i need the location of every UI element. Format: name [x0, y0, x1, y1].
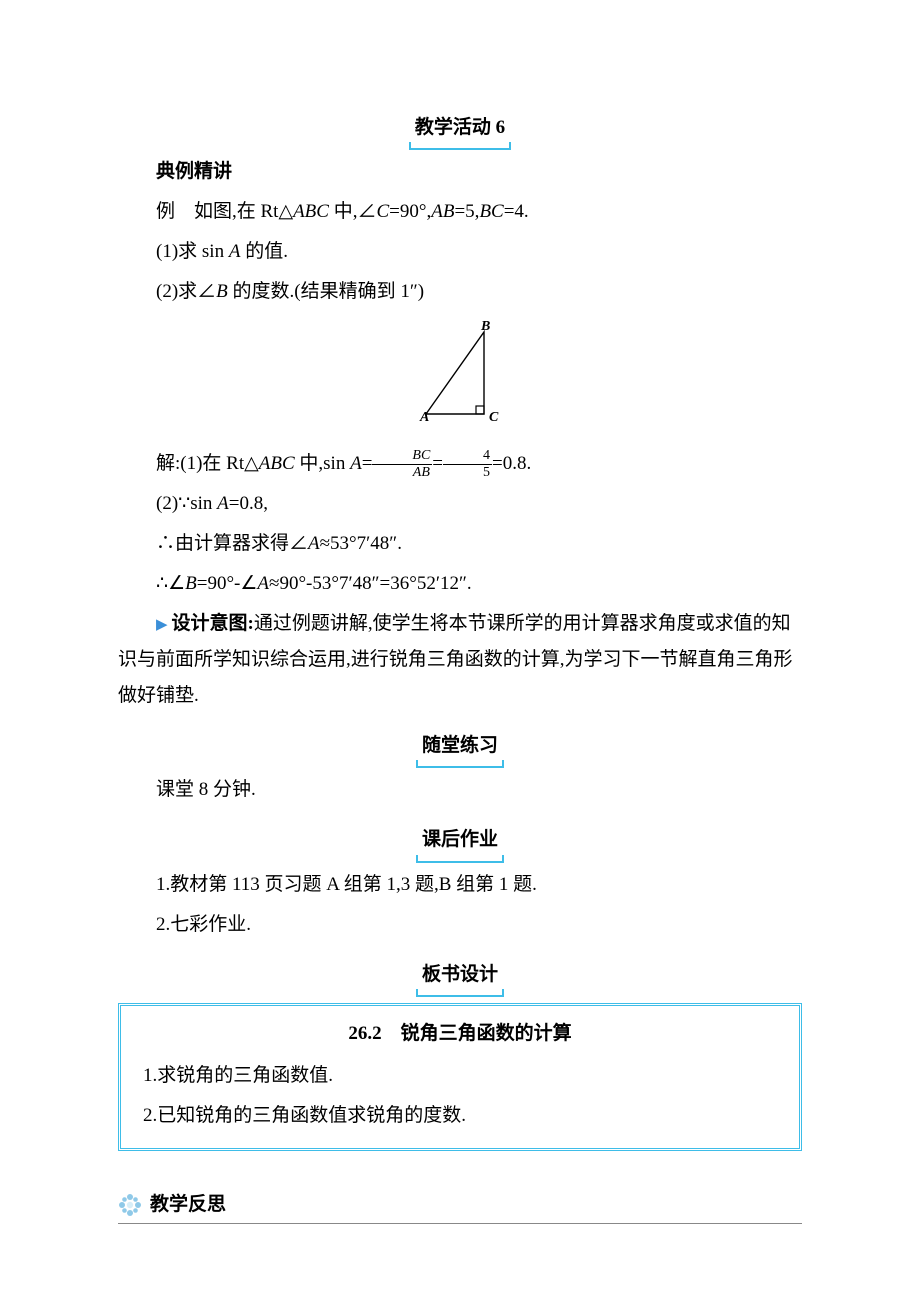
abc: ABC: [259, 453, 295, 474]
example-q1: (1)求 sin A 的值.: [118, 234, 802, 270]
homework-heading-row: 课后作业: [118, 822, 802, 862]
solution-2c: ∴∠B=90°-∠A≈90°-53°7′48″=36°52′12″.: [118, 566, 802, 602]
c: C: [376, 201, 389, 222]
t: ∴∠: [156, 573, 185, 594]
example-q2: (2)求∠B 的度数.(结果精确到 1″): [118, 274, 802, 310]
fraction-1: BCAB: [372, 448, 432, 480]
board-line-1: 1.求锐角的三角函数值.: [143, 1058, 777, 1094]
t: =5,: [454, 201, 479, 222]
t: =: [432, 453, 443, 474]
practice-heading-row: 随堂练习: [118, 728, 802, 768]
footer-line: [118, 1223, 802, 1224]
homework-heading: 课后作业: [416, 822, 504, 862]
practice-heading: 随堂练习: [416, 728, 504, 768]
frac2-num: 4: [443, 448, 492, 464]
t: 中,∠: [329, 201, 377, 222]
t: ≈90°-53°7′48″=36°52′12″.: [269, 573, 472, 594]
fraction-2: 45: [443, 448, 492, 480]
right-angle-mark: [476, 406, 484, 414]
bc: BC: [479, 201, 503, 222]
solution-1: 解:(1)在 Rt△ABC 中,sin A=BCAB=45=0.8.: [118, 446, 802, 482]
triangle-svg: A B C: [414, 320, 506, 426]
triangle-label-b: B: [480, 320, 490, 334]
A: A: [217, 493, 229, 514]
t: =4.: [504, 201, 529, 222]
board-box: 26.2 锐角三角函数的计算 1.求锐角的三角函数值. 2.已知锐角的三角函数值…: [118, 1003, 802, 1151]
t: (2)求∠: [156, 281, 216, 302]
board-heading-row: 板书设计: [118, 957, 802, 997]
triangle-poly: [426, 332, 484, 414]
ab: AB: [431, 201, 454, 222]
example-intro: 例 如图,在 Rt△ABC 中,∠C=90°,AB=5,BC=4.: [118, 194, 802, 230]
t: =90°-∠: [197, 573, 258, 594]
marker-icon: ▶: [156, 617, 168, 633]
t: =90°,: [389, 201, 431, 222]
t: ∴由计算器求得∠: [156, 533, 308, 554]
homework-item-1: 1.教材第 113 页习题 A 组第 1,3 题,B 组第 1 题.: [118, 867, 802, 903]
design-intent: ▶设计意图:通过例题讲解,使学生将本节课所学的用计算器求角度或求值的知识与前面所…: [118, 606, 802, 714]
board-heading: 板书设计: [416, 957, 504, 997]
board-box-title: 26.2 锐角三角函数的计算: [143, 1016, 777, 1052]
B: B: [185, 573, 197, 594]
A: A: [229, 241, 241, 262]
homework-item-2: 2.七彩作业.: [118, 907, 802, 943]
abc: ABC: [293, 201, 329, 222]
t: 的值.: [240, 241, 288, 262]
activity-heading-row: 教学活动 6: [118, 110, 802, 150]
board-line-2: 2.已知锐角的三角函数值求锐角的度数.: [143, 1098, 777, 1134]
t: 的度数.(结果精确到 1″): [228, 281, 424, 302]
frac1-den: AB: [372, 465, 432, 480]
t: 解:(1)在 Rt△: [156, 453, 259, 474]
t: =0.8.: [492, 453, 531, 474]
t: (1)求 sin: [156, 241, 229, 262]
reflection-row: 教学反思: [118, 1187, 802, 1223]
practice-text: 课堂 8 分钟.: [118, 772, 802, 808]
triangle-figure: A B C: [118, 320, 802, 439]
t: 例 如图,在 Rt△: [156, 201, 293, 222]
reflection-title: 教学反思: [150, 1187, 226, 1223]
t: (2)∵sin: [156, 493, 217, 514]
solution-2b: ∴由计算器求得∠A≈53°7′48″.: [118, 526, 802, 562]
t: =: [362, 453, 373, 474]
design-label: 设计意图:: [172, 613, 254, 634]
t: =0.8,: [229, 493, 268, 514]
triangle-label-c: C: [489, 410, 499, 425]
A: A: [308, 533, 320, 554]
activity-heading: 教学活动 6: [409, 110, 511, 150]
frac2-den: 5: [443, 465, 492, 480]
t: 中,sin: [295, 453, 350, 474]
frac1-num: BC: [372, 448, 432, 464]
triangle-label-a: A: [419, 410, 429, 425]
A: A: [350, 453, 362, 474]
example-heading: 典例精讲: [118, 154, 802, 190]
A: A: [257, 573, 269, 594]
B: B: [216, 281, 228, 302]
snowflake-icon: [118, 1193, 142, 1217]
t: ≈53°7′48″.: [320, 533, 402, 554]
solution-2a: (2)∵sin A=0.8,: [118, 486, 802, 522]
